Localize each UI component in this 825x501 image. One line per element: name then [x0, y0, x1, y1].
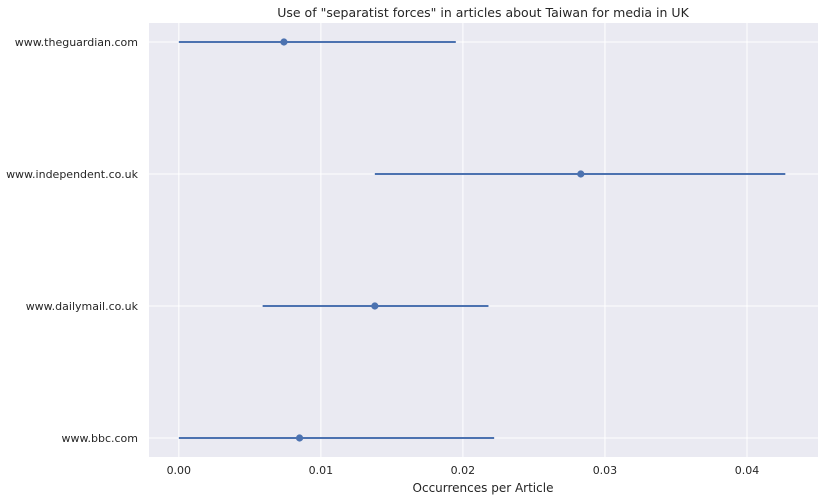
- y-tick-label-1: www.independent.co.uk: [6, 168, 139, 181]
- chart-title: Use of "separatist forces" in articles a…: [277, 5, 689, 20]
- x-tick-label-1: 0.01: [309, 464, 334, 477]
- x-tick-label-2: 0.02: [451, 464, 476, 477]
- y-tick-label-0: www.theguardian.com: [15, 36, 138, 49]
- plot-area: [149, 23, 818, 457]
- point-2: [371, 302, 379, 310]
- y-tick-labels: www.theguardian.com www.independent.co.uk…: [6, 36, 139, 445]
- point-3: [295, 434, 304, 442]
- x-axis-label: Occurrences per Article: [413, 481, 554, 495]
- x-tick-label-4: 0.04: [735, 464, 760, 477]
- point-1: [577, 170, 585, 178]
- error-bars: [178, 38, 786, 442]
- y-tick-label-3: www.bbc.com: [62, 432, 138, 445]
- y-tick-label-2: www.dailymail.co.uk: [26, 300, 139, 313]
- x-tick-label-0: 0.00: [167, 464, 192, 477]
- x-tick-label-3: 0.03: [593, 464, 618, 477]
- x-tick-labels: 0.00 0.01 0.02 0.03 0.04: [167, 464, 760, 477]
- point-0: [280, 38, 288, 46]
